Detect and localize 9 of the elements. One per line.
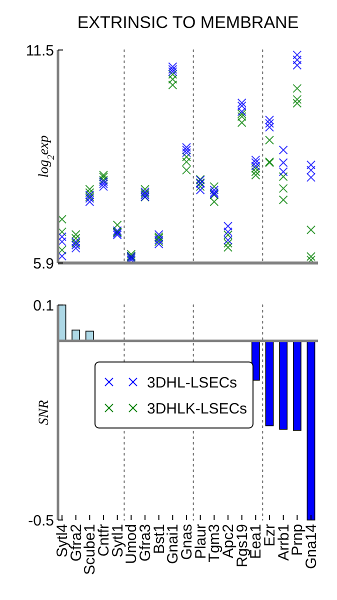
y-tick-label: 11.5 xyxy=(26,42,54,60)
chart-title: EXTRINSIC TO MEMBRANE xyxy=(77,13,299,32)
y-axis-title: SNR xyxy=(37,400,52,425)
legend-label: 3DHL-LSECs xyxy=(147,374,238,392)
y-tick-label: 5.9 xyxy=(33,255,54,272)
x-tick-label: Sytl4 xyxy=(54,524,71,558)
y-tick-label: -0.5 xyxy=(28,512,54,530)
y-tick-label: 0.1 xyxy=(33,297,54,314)
legend-label: 3DHLK-LSECs xyxy=(147,400,248,418)
